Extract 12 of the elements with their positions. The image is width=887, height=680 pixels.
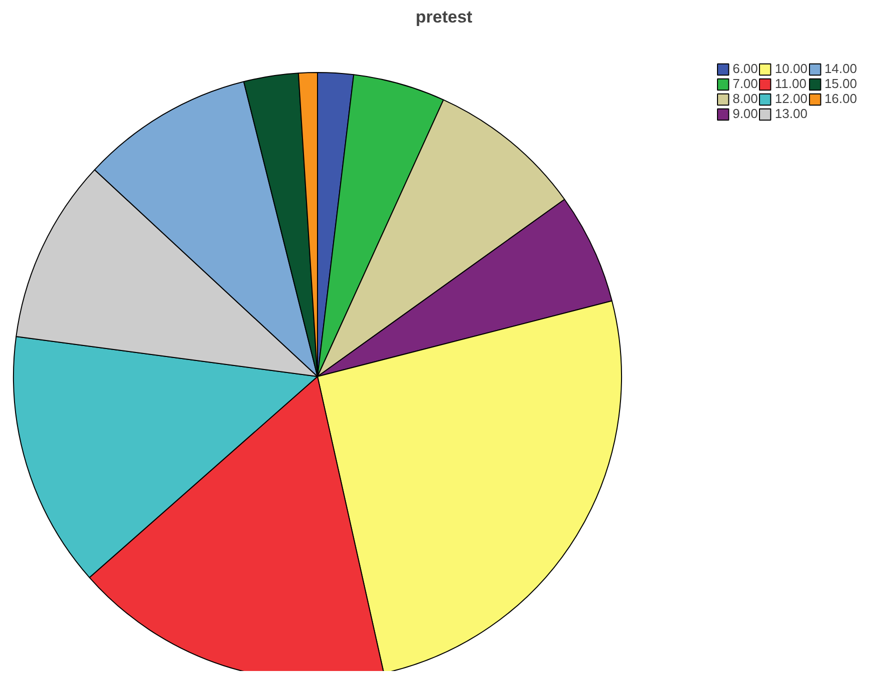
legend-label: 11.00 bbox=[774, 76, 806, 91]
legend-label: 16.00 bbox=[824, 91, 857, 106]
legend-label: 14.00 bbox=[824, 61, 857, 76]
legend-label: 8.00 bbox=[732, 91, 758, 106]
chart-title: pretest bbox=[416, 8, 473, 26]
legend-label: 6.00 bbox=[732, 61, 758, 76]
legend-label: 13.00 bbox=[774, 106, 808, 121]
legend-label: 15.00 bbox=[824, 76, 857, 91]
legend-label: 7.00 bbox=[732, 76, 758, 91]
legend-label: 10.00 bbox=[774, 61, 808, 76]
legend-label: 9.00 bbox=[732, 106, 758, 121]
legend-label: 12.00 bbox=[774, 91, 808, 106]
